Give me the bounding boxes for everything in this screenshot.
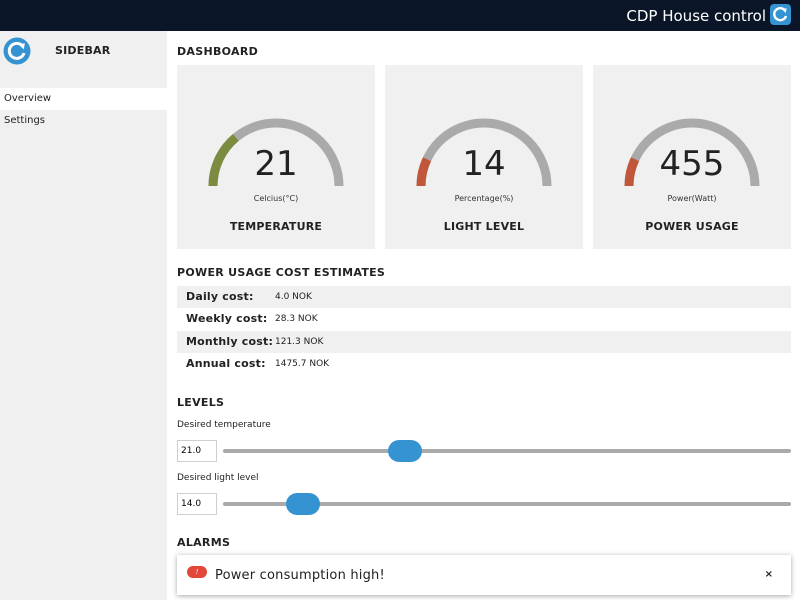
gauge-value: 455 [659, 144, 725, 184]
cost-value: 1475.7 NOK [275, 359, 330, 369]
gauge-unit: Power(Watt) [667, 194, 717, 203]
sidebar-title: SIDEBAR [55, 44, 111, 57]
temperature-slider-handle[interactable] [388, 440, 422, 462]
top-bar: CDP House control [0, 0, 800, 31]
refresh-logo-icon[interactable] [770, 4, 791, 25]
temperature-gauge [208, 118, 344, 187]
cost-value: 28.3 NOK [275, 314, 318, 324]
gauge-value: 21 [254, 144, 298, 184]
sidebar-item-overview[interactable]: Overview [0, 88, 167, 110]
cost-value: 4.0 NOK [275, 292, 312, 302]
sidebar-item-settings[interactable]: Settings [0, 110, 167, 132]
levels-title: LEVELS [177, 396, 225, 409]
cost-label: Weekly cost: [186, 312, 268, 325]
cost-label: Annual cost: [186, 357, 266, 370]
light-level-slider[interactable] [223, 493, 791, 515]
desired-light-level-label: Desired light level [177, 473, 259, 483]
alarm-message: Power consumption high! [215, 568, 385, 583]
main-content: DASHBOARD 21 Celcius(°C) TEMPERATURE 14 … [167, 31, 800, 600]
cost-row-weekly: Weekly cost: 28.3 NOK [177, 308, 791, 330]
close-icon[interactable]: × [764, 569, 773, 580]
gauge-value: 14 [462, 144, 506, 184]
power-usage-gauge [624, 118, 760, 187]
light-level-gauge-card: 14 Percentage(%) LIGHT LEVEL [385, 65, 583, 249]
cost-value: 121.3 NOK [275, 337, 324, 347]
gauge-label: LIGHT LEVEL [443, 220, 525, 233]
temperature-slider[interactable] [223, 440, 791, 462]
desired-light-level-input[interactable] [177, 493, 217, 515]
power-usage-gauge-card: 455 Power(Watt) POWER USAGE [593, 65, 791, 249]
sidebar-item-label: Settings [4, 115, 46, 126]
gauge-label: POWER USAGE [645, 220, 739, 233]
cost-row-annual: Annual cost: 1475.7 NOK [177, 353, 791, 375]
light-level-slider-handle[interactable] [286, 493, 320, 515]
refresh-logo-icon [3, 37, 31, 65]
cost-estimates-title: POWER USAGE COST ESTIMATES [177, 266, 386, 279]
gauge-unit: Celcius(°C) [253, 194, 299, 203]
cost-label: Monthly cost: [186, 335, 274, 348]
app-title: CDP House control [626, 7, 766, 25]
gauge-unit: Percentage(%) [454, 194, 514, 203]
alarms-title: ALARMS [177, 536, 231, 549]
sidebar: SIDEBAR Overview Settings [0, 31, 167, 600]
temperature-gauge-card: 21 Celcius(°C) TEMPERATURE [177, 65, 375, 249]
cost-row-daily: Daily cost: 4.0 NOK [177, 286, 791, 308]
alert-icon: ! [187, 566, 207, 578]
desired-temperature-label: Desired temperature [177, 420, 271, 430]
sidebar-item-label: Overview [4, 93, 52, 104]
light-level-gauge [416, 118, 552, 187]
desired-temperature-input[interactable] [177, 440, 217, 462]
alarm-notification: ! Power consumption high! × [177, 555, 791, 595]
gauge-label: TEMPERATURE [229, 220, 323, 233]
dashboard-title: DASHBOARD [177, 45, 259, 58]
cost-row-monthly: Monthly cost: 121.3 NOK [177, 331, 791, 353]
cost-label: Daily cost: [186, 290, 254, 303]
